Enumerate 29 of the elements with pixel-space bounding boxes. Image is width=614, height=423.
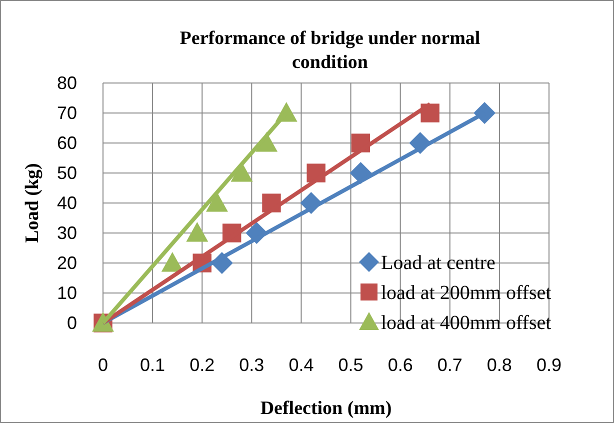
legend-label: load at 200mm offset	[381, 282, 552, 304]
y-tick-label: 50	[56, 163, 77, 183]
x-tick-label: 0	[98, 355, 108, 375]
x-tick-label: 0.9	[536, 355, 562, 375]
x-axis-title: Deflection (mm)	[260, 398, 392, 419]
legend-label: load at 400mm offset	[381, 312, 552, 334]
y-tick-label: 40	[56, 193, 77, 213]
x-tick-label: 0.5	[338, 355, 364, 375]
y-axis-title: Load (kg)	[22, 163, 43, 243]
point	[186, 222, 208, 242]
x-tick-label: 0.8	[486, 355, 512, 375]
y-tick-label: 70	[56, 103, 77, 123]
y-tick-label: 20	[56, 253, 77, 273]
y-tick-label: 60	[56, 133, 77, 153]
point	[206, 192, 228, 212]
x-tick-label: 0.3	[239, 355, 264, 375]
point	[161, 252, 184, 272]
legend-label: Load at centre	[381, 252, 496, 274]
x-tick-label: 0.2	[190, 355, 215, 375]
chart-title: Performance of bridge under normal condition	[180, 28, 480, 73]
x-tick-label: 0.1	[140, 355, 166, 375]
x-tick-label: 0.7	[437, 355, 462, 375]
y-tick-label: 80	[56, 73, 77, 93]
y-tick-label: 0	[66, 313, 77, 333]
x-tick-label: 0.6	[388, 355, 413, 375]
x-tick-label: 0.4	[288, 355, 314, 375]
y-tick-label: 10	[56, 283, 77, 303]
y-tick-label: 30	[56, 223, 77, 243]
point	[420, 104, 440, 122]
